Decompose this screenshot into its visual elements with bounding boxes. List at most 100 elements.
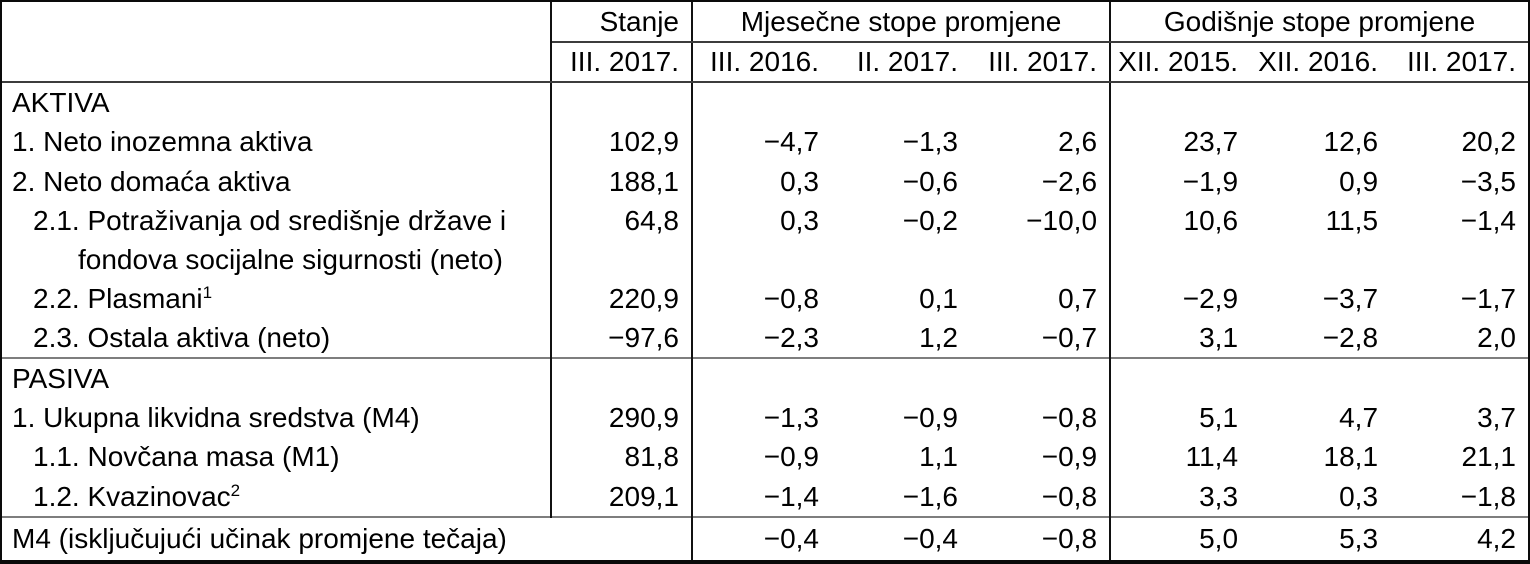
- cell-annual-3: −3,5: [1460, 165, 1516, 197]
- cell-monthly-2: −0,2: [902, 204, 958, 236]
- monthly-group-header: Mjesečne stope promjene: [692, 2, 1112, 44]
- cell-stanje: 290,9: [551, 398, 693, 438]
- corner-cell: [2, 2, 552, 84]
- cell-monthly-1: −0,9: [763, 441, 819, 473]
- cell-stanje: 209,1: [551, 476, 693, 517]
- cell-stanje: 102,9: [551, 122, 693, 162]
- cell-annual-2: 18,1: [1323, 441, 1379, 473]
- period-monthly-1: III. 2016.: [692, 42, 831, 84]
- cell-monthly-3: 0,7: [970, 278, 1112, 319]
- table-row: 2.2. Plasmani1 220,9 −0,8 0,1 0,7 −2,9 −…: [2, 278, 1528, 319]
- cell-monthly-2: −0,9: [902, 402, 958, 434]
- cell-annual-2: −2,8: [1322, 322, 1379, 354]
- table-row: 2.3. Ostala aktiva (neto) −97,6 −2,3 1,2…: [2, 318, 1528, 359]
- cell-annual-1: 5,1: [1199, 402, 1239, 434]
- period-annual-1: XII. 2015.: [1110, 42, 1251, 84]
- cell-annual-3: −1,4: [1460, 204, 1516, 236]
- row-label: 2. Neto domaća aktiva: [2, 161, 552, 201]
- cell-monthly-1: 0,3: [780, 204, 819, 236]
- cell-annual-1: 11,4: [1185, 441, 1239, 473]
- cell-annual-1: −2,9: [1182, 282, 1239, 314]
- row-label-line2: fondova socijalne sigurnosti (neto): [78, 243, 503, 275]
- cell-monthly-3: −10,0: [970, 200, 1112, 279]
- stanje-group-header: Stanje: [551, 2, 693, 44]
- cell-monthly-1: −4,7: [763, 126, 819, 158]
- cell-annual-1: 3,3: [1199, 480, 1239, 512]
- row-label: 1.1. Novčana masa (M1): [2, 437, 552, 477]
- cell-monthly-2: −0,6: [902, 165, 958, 197]
- cell-monthly-2: −1,6: [902, 480, 958, 512]
- table-row: 1. Neto inozemna aktiva 102,9 −4,7 −1,3 …: [2, 122, 1528, 162]
- section-label: PASIVA: [2, 357, 552, 399]
- footer-row-m4: M4 (isključujući učinak promjene tečaja)…: [2, 515, 1528, 560]
- section-label: AKTIVA: [2, 82, 552, 123]
- cell-monthly-1: −0,4: [692, 515, 831, 560]
- cell-monthly-2: 1,1: [919, 441, 958, 473]
- cell-annual-3: 2,0: [1477, 322, 1516, 354]
- table-row: 2.1. Potraživanja od središnje države i …: [2, 200, 1528, 279]
- cell-monthly-2: −0,4: [831, 515, 970, 560]
- cell-annual-2: 0,9: [1339, 165, 1379, 197]
- cell-annual-1: 5,0: [1110, 515, 1251, 560]
- table-row: 1. Ukupna likvidna sredstva (M4) 290,9 −…: [2, 398, 1528, 438]
- row-label: 2.1. Potraživanja od središnje države i …: [2, 200, 552, 279]
- cell-annual-2: 12,6: [1323, 126, 1379, 158]
- cell-monthly-2: 1,2: [919, 322, 958, 354]
- cell-stanje: −97,6: [551, 318, 693, 359]
- cell-monthly-1: 0,3: [780, 165, 819, 197]
- cell-annual-3: 3,7: [1477, 402, 1516, 434]
- cell-annual-3: −1,8: [1460, 480, 1516, 512]
- cell-annual-1: 23,7: [1183, 126, 1239, 158]
- cell-annual-3: 4,2: [1390, 515, 1528, 560]
- header-row-periods: III. 2017. III. 2016. II. 2017. III. 201…: [2, 42, 1528, 84]
- cell-annual-1: 10,6: [1183, 204, 1239, 236]
- cell-annual-2: 11,5: [1325, 204, 1379, 236]
- period-annual-2: XII. 2016.: [1250, 42, 1391, 84]
- cell-annual-3: 21,1: [1461, 441, 1517, 473]
- cell-annual-2: 5,3: [1250, 515, 1391, 560]
- cell-monthly-3: −0,8: [970, 515, 1112, 560]
- cell-monthly-1: −0,8: [763, 282, 819, 314]
- table-row: 2. Neto domaća aktiva 188,1 0,3 −0,6 −2,…: [2, 161, 1528, 201]
- cell-monthly-2: 0,1: [919, 282, 958, 314]
- period-monthly-2: II. 2017.: [831, 42, 970, 84]
- cell-annual-3: −1,7: [1460, 282, 1516, 314]
- row-label: M4 (isključujući učinak promjene tečaja): [2, 515, 693, 560]
- table-row: 1.2. Kvazinovac2 209,1 −1,4 −1,6 −0,8 3,…: [2, 476, 1528, 517]
- row-label: 1. Neto inozemna aktiva: [2, 122, 552, 162]
- cell-annual-2: 4,7: [1339, 402, 1379, 434]
- footnote-marker: 1: [202, 282, 213, 302]
- cell-annual-3: 20,2: [1461, 126, 1517, 158]
- row-label-line1: 2.1. Potraživanja od središnje države i: [33, 204, 507, 236]
- cell-monthly-3: −0,7: [970, 318, 1112, 359]
- cell-stanje: 188,1: [551, 161, 693, 201]
- annual-group-header: Godišnje stope promjene: [1110, 2, 1528, 44]
- cell-stanje: 220,9: [551, 278, 693, 319]
- period-monthly-3: III. 2017.: [970, 42, 1112, 84]
- cell-annual-2: 0,3: [1339, 480, 1379, 512]
- cell-monthly-3: −2,6: [970, 161, 1112, 201]
- cell-annual-1: 3,1: [1199, 322, 1239, 354]
- table-row: 1.1. Novčana masa (M1) 81,8 −0,9 1,1 −0,…: [2, 437, 1528, 477]
- row-label: 1. Ukupna likvidna sredstva (M4): [2, 398, 552, 438]
- cell-monthly-2: −1,3: [902, 126, 958, 158]
- cell-stanje: 81,8: [551, 437, 693, 477]
- period-stanje: III. 2017.: [551, 42, 693, 84]
- footnote-marker: 2: [230, 480, 241, 500]
- section-row-aktiva: AKTIVA: [2, 82, 1528, 123]
- cell-monthly-3: −0,8: [970, 398, 1112, 438]
- cell-stanje: 64,8: [551, 200, 693, 279]
- row-label: 2.3. Ostala aktiva (neto): [2, 318, 552, 359]
- row-label: 1.2. Kvazinovac2: [2, 476, 552, 517]
- cell-monthly-1: −1,4: [763, 480, 819, 512]
- period-annual-3: III. 2017.: [1390, 42, 1528, 84]
- cell-monthly-1: −1,3: [763, 402, 819, 434]
- cell-monthly-3: −0,9: [970, 437, 1112, 477]
- cell-monthly-1: −2,3: [763, 322, 819, 354]
- cell-annual-1: −1,9: [1182, 165, 1239, 197]
- header-row-groups: Stanje Mjesečne stope promjene Godišnje …: [2, 2, 1528, 84]
- section-row-pasiva: PASIVA: [2, 357, 1528, 399]
- cell-monthly-3: −0,8: [970, 476, 1112, 517]
